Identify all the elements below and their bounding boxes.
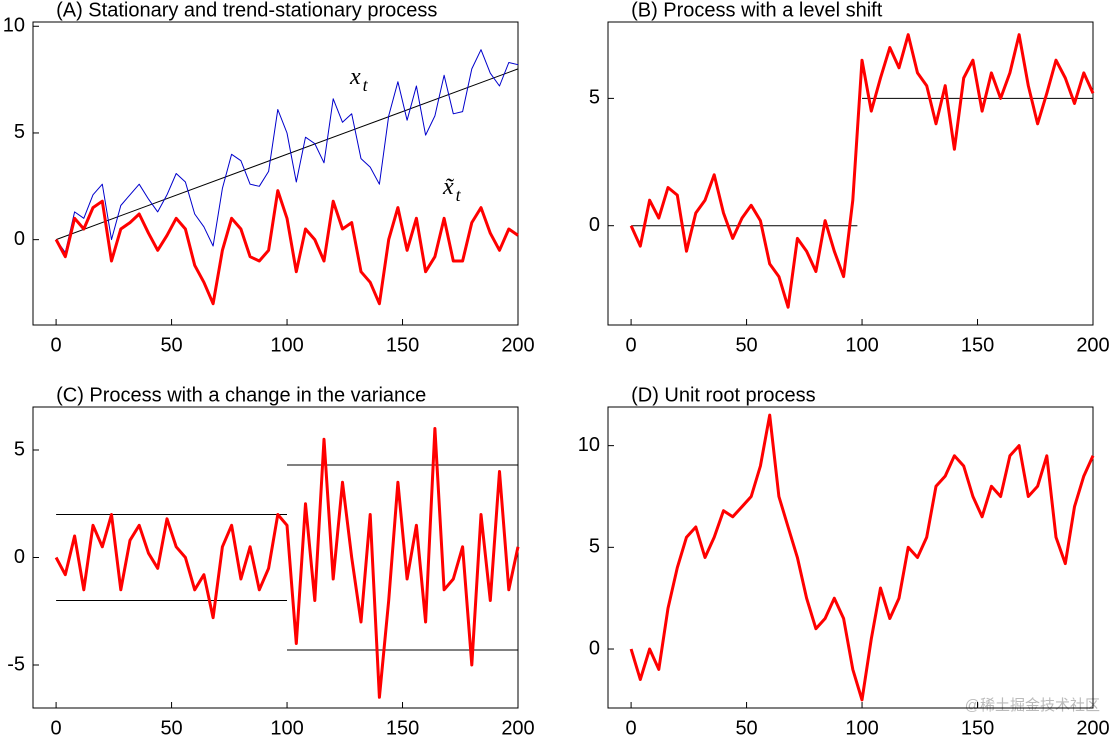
- y-tick-label: -5: [7, 653, 25, 675]
- y-tick-label: 5: [14, 121, 25, 143]
- x-tick-label: 0: [51, 717, 62, 736]
- x-tick-label: 150: [961, 717, 994, 736]
- annotation: x̃ t: [442, 174, 462, 206]
- x-tick-label: 50: [735, 717, 757, 736]
- annotation-text: x: [349, 64, 361, 90]
- y-tick-label: 5: [589, 87, 600, 109]
- plot-frame: [32, 21, 519, 326]
- y-tick-label: 0: [589, 214, 600, 236]
- series-line: [54, 189, 519, 306]
- x-tick-label: 100: [270, 334, 303, 356]
- y-tick-label: 10: [578, 434, 600, 456]
- x-tick-label: 0: [51, 334, 62, 356]
- y-tick-label: 0: [589, 637, 600, 659]
- watermark: @稀土掘金技术社区: [965, 697, 1100, 714]
- x-tick-label: 200: [501, 334, 534, 356]
- series-line: [54, 427, 520, 699]
- x-tick-label: 100: [270, 717, 303, 736]
- x-tick-label: 200: [501, 717, 534, 736]
- x-tick-label: 0: [626, 334, 637, 356]
- y-tick-label: 0: [14, 546, 25, 568]
- x-tick-label: 150: [386, 717, 419, 736]
- x-tick-label: 50: [160, 334, 182, 356]
- x-tick-label: 150: [386, 334, 419, 356]
- series-line: [55, 49, 519, 253]
- plot-frame: [32, 406, 519, 709]
- x-tick-label: 50: [735, 334, 757, 356]
- y-tick-label: 5: [14, 438, 25, 460]
- chart-title: (A) Stationary and trend-stationary proc…: [56, 0, 437, 21]
- y-tick-label: 5: [589, 536, 600, 558]
- plot-frame: [607, 406, 1094, 709]
- y-tick-label: 10: [3, 15, 25, 37]
- x-tick-label: 200: [1076, 717, 1109, 736]
- annotation-subscript: t: [456, 185, 462, 205]
- annotation-subscript: t: [363, 75, 369, 95]
- series-line: [629, 33, 1095, 309]
- series-line: [629, 413, 1095, 702]
- annotation-text: x̃: [442, 174, 455, 200]
- chart-title: (D) Unit root process: [631, 384, 816, 406]
- y-tick-label: 0: [14, 228, 25, 250]
- x-tick-label: 200: [1076, 334, 1109, 356]
- x-tick-label: 150: [961, 334, 994, 356]
- x-tick-label: 100: [845, 334, 878, 356]
- chart-title: (C) Process with a change in the varianc…: [56, 384, 426, 406]
- plot-frame: [607, 21, 1094, 326]
- x-tick-label: 0: [626, 717, 637, 736]
- reference-line: [55, 68, 519, 241]
- x-tick-label: 50: [160, 717, 182, 736]
- chart-title: (B) Process with a level shift: [631, 0, 883, 21]
- x-tick-label: 100: [845, 717, 878, 736]
